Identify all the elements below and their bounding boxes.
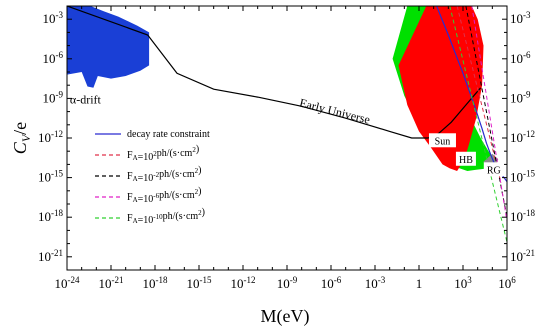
early-line bbox=[67, 6, 482, 139]
y-tick-label-right: 10-21 bbox=[510, 248, 535, 264]
y-tick-label: 10-15 bbox=[38, 169, 63, 185]
legend-label-4: FA=10-10ph/(s·cm2) bbox=[127, 207, 205, 226]
regions-layer bbox=[67, 6, 499, 173]
y-tick-label-right: 10-18 bbox=[510, 208, 535, 224]
label-hb: HB bbox=[459, 155, 473, 166]
y-axis-title: CV/e bbox=[10, 122, 33, 154]
legend: decay rate constraint FA=102ph/(s·cm2) FA=… bbox=[95, 129, 210, 226]
y-tick-label: 10-3 bbox=[43, 10, 64, 26]
y-tick-label: 10-9 bbox=[43, 89, 64, 105]
x-tick-label: 103 bbox=[454, 275, 472, 291]
x-tick-label: 10-21 bbox=[99, 275, 124, 291]
ticks-layer: 10-24 10-21 10-18 10-15 10-12 10-9 10-6 10-3 1 10… bbox=[38, 5, 535, 291]
x-tick-label: 1 bbox=[416, 276, 423, 291]
x-tick-label: 10-15 bbox=[187, 275, 212, 291]
flux-dashed-line-2 bbox=[456, 6, 502, 184]
label-box-rg bbox=[483, 162, 504, 177]
label-sun: Sun bbox=[435, 136, 451, 147]
alpha-drift-area bbox=[67, 6, 150, 88]
x-tick-label: 10-9 bbox=[277, 275, 298, 291]
legend-label-0: decay rate constraint bbox=[127, 129, 210, 140]
y-tick-label-right: 10-15 bbox=[510, 169, 535, 185]
y-tick-label: 10-21 bbox=[38, 248, 63, 264]
x-tick-label: 10-12 bbox=[231, 275, 256, 291]
lines-layer bbox=[67, 6, 507, 245]
y-tick-label-right: 10-9 bbox=[510, 89, 531, 105]
y-tick-label-right: 10-3 bbox=[510, 10, 531, 26]
label-box-hb bbox=[455, 151, 476, 166]
x-tick-label: 10-6 bbox=[321, 275, 342, 291]
flux-dashed-line-3 bbox=[465, 6, 507, 218]
y-tick-label: 10-6 bbox=[43, 50, 64, 66]
legend-label-2: FA=10-2ph/(s·cm2) bbox=[127, 165, 202, 184]
label-box-sun bbox=[428, 133, 456, 148]
y-tick-label: 10-18 bbox=[38, 208, 63, 224]
x-tick-label: 10-24 bbox=[55, 275, 80, 291]
x-axis-title: M(eV) bbox=[261, 306, 310, 327]
y-tick-label: 10-12 bbox=[38, 129, 63, 145]
x-tick-label: 106 bbox=[498, 275, 516, 291]
annotation-drift: α-drift bbox=[70, 93, 102, 107]
x-tick-label: 10-3 bbox=[365, 275, 386, 291]
legend-label-3: FA=10-6ph/(s·cm2) bbox=[127, 186, 202, 205]
flux-dashed-line-4 bbox=[471, 6, 507, 225]
red-region-area bbox=[398, 6, 484, 171]
y-tick-label-right: 10-6 bbox=[510, 50, 531, 66]
y-tick-label-right: 10-12 bbox=[510, 129, 535, 145]
flux-dashed-line-5 bbox=[449, 6, 507, 245]
label-rg: RG bbox=[487, 165, 501, 176]
legend-label-1: FA=102ph/(s·cm2) bbox=[127, 144, 199, 163]
x-tick-label: 10-18 bbox=[143, 275, 168, 291]
